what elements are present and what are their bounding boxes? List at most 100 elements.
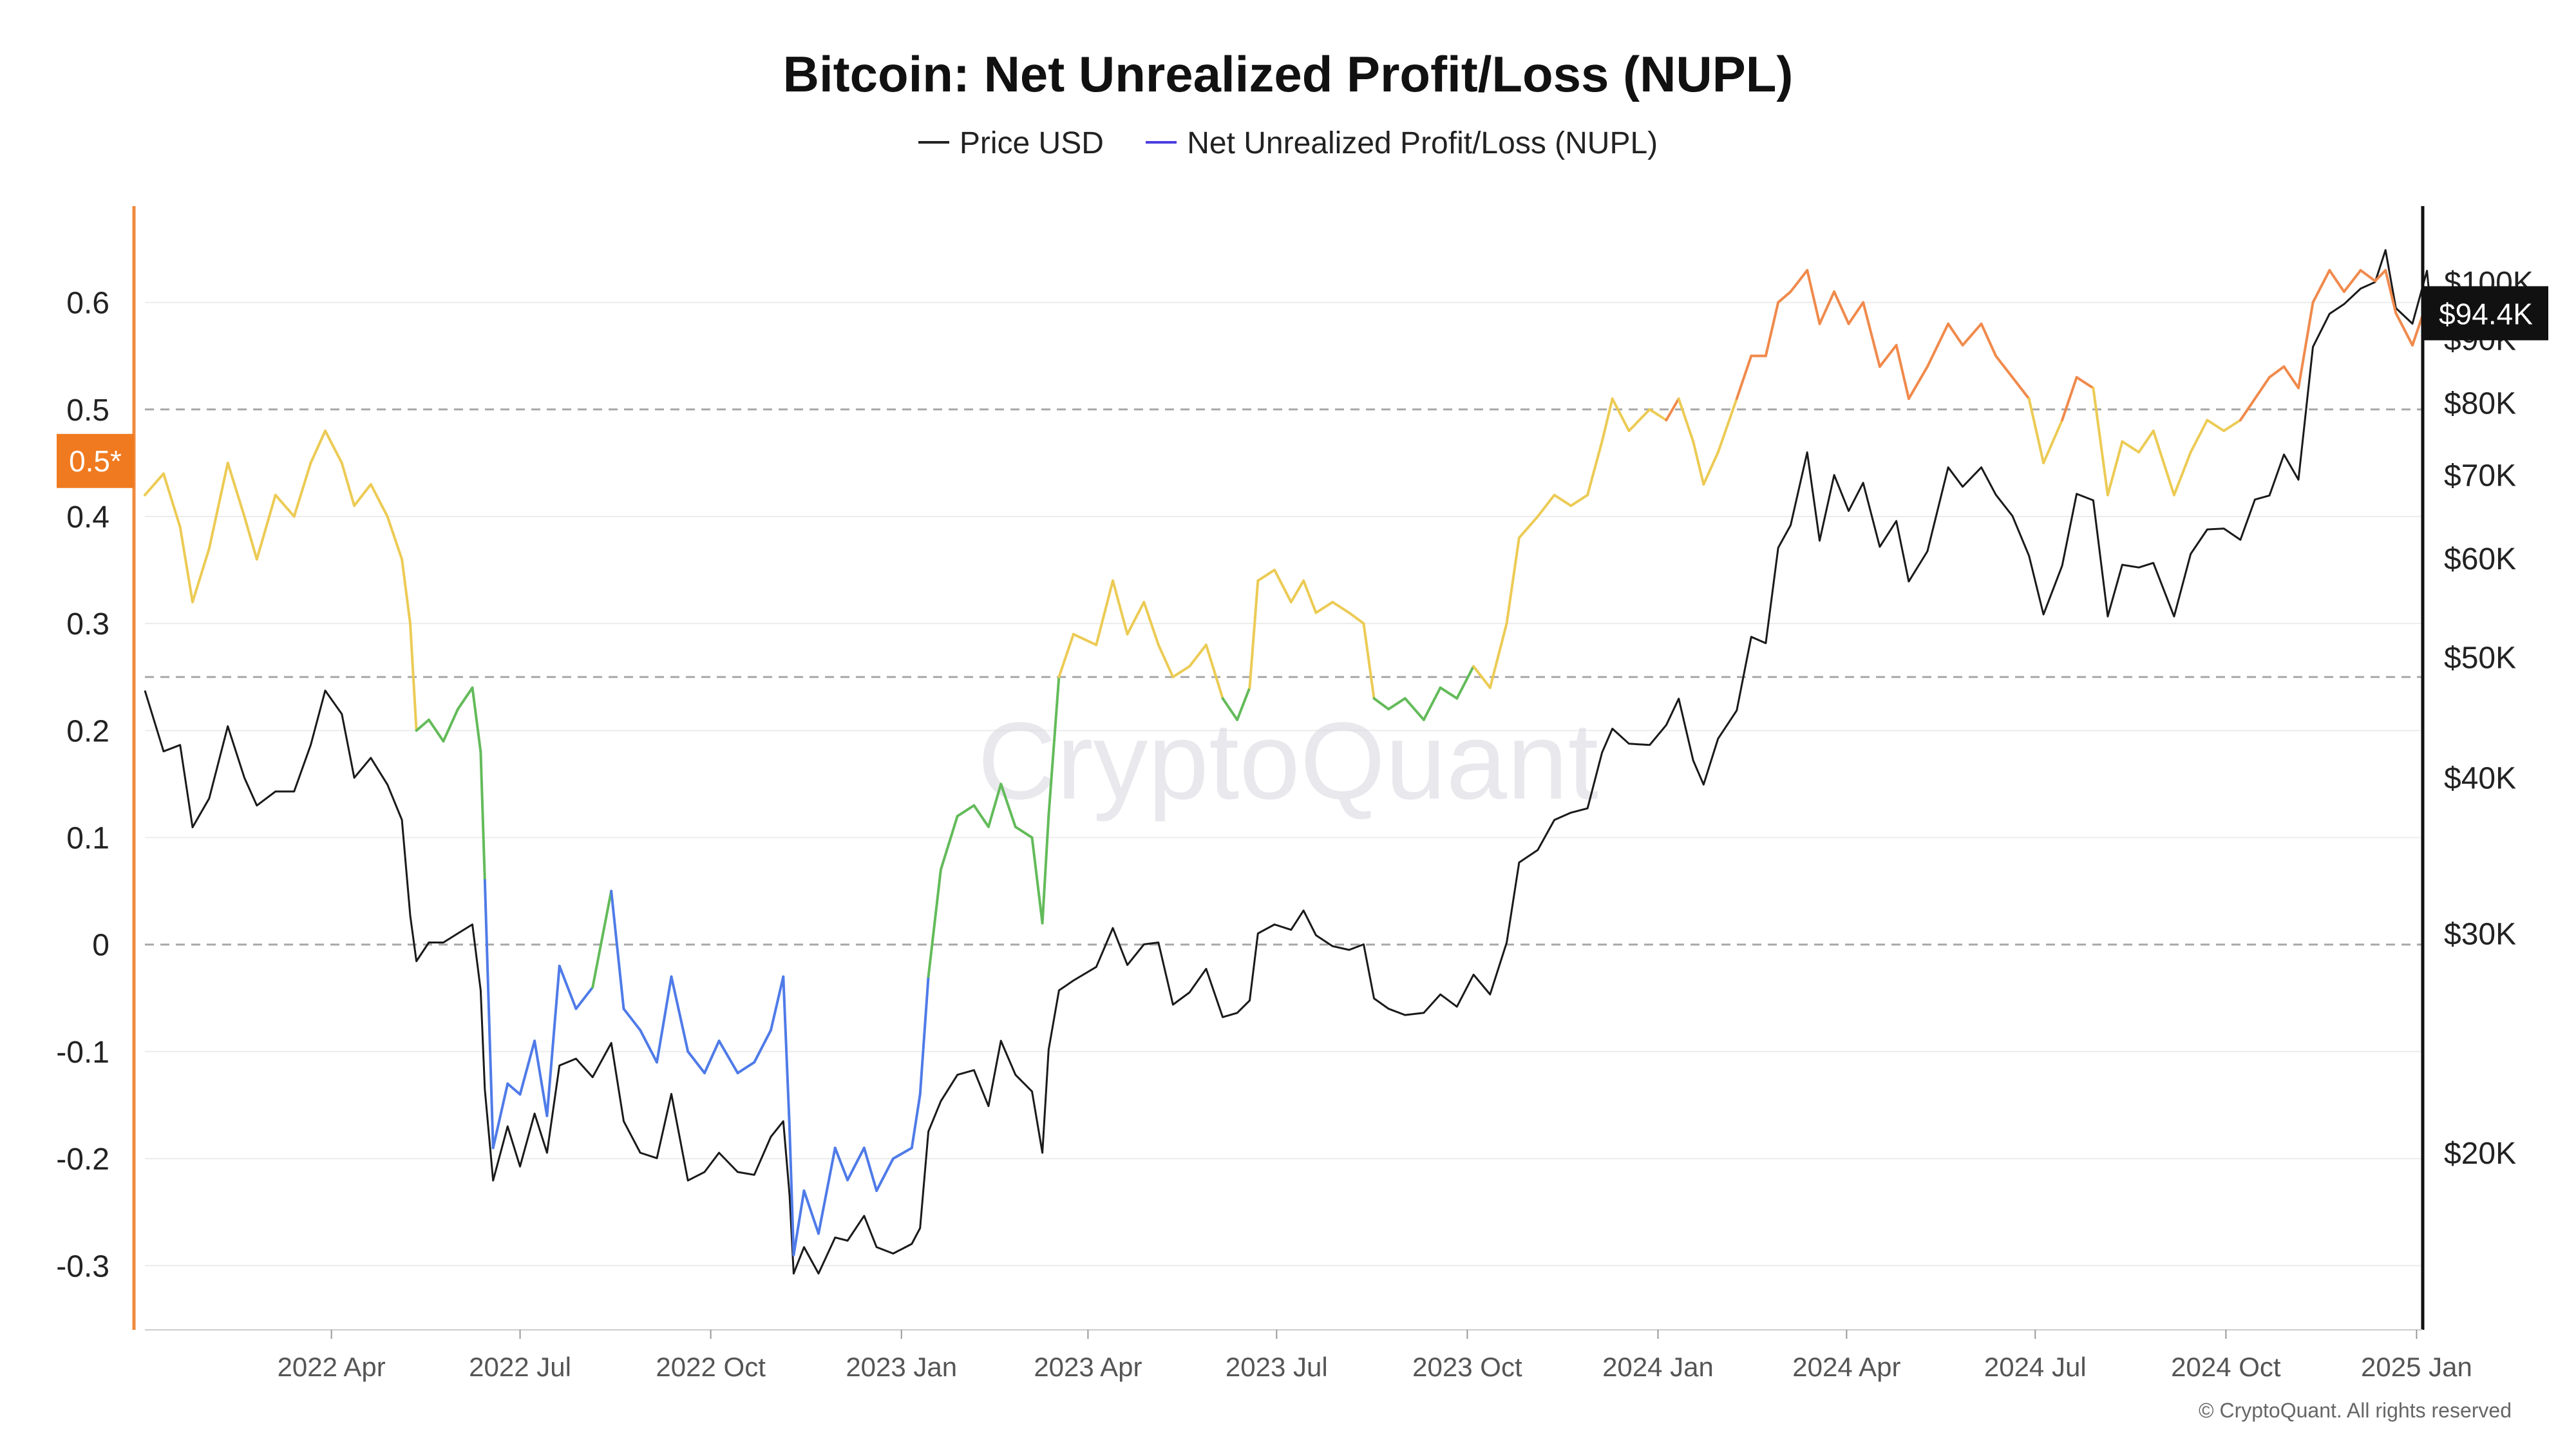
nupl-segment bbox=[1611, 397, 1631, 432]
nupl-segment bbox=[1439, 686, 1459, 700]
legend-item-price[interactable]: Price USD bbox=[918, 126, 1104, 161]
current-nupl-badge bbox=[57, 433, 134, 488]
left-tick-label: 0.4 bbox=[66, 500, 109, 535]
nupl-segment bbox=[1248, 579, 1260, 689]
nupl-segment bbox=[918, 975, 930, 1096]
nupl-segment bbox=[533, 1039, 549, 1117]
nupl-segment bbox=[1362, 622, 1376, 700]
nupl-segment bbox=[1517, 515, 1539, 540]
nupl-segment bbox=[1188, 643, 1208, 668]
x-tick-label: 2024 Jan bbox=[1602, 1352, 1714, 1382]
axis-layer: 0.60.50.40.30.20.10-0.1-0.2-0.3$100K$90K… bbox=[56, 206, 2533, 1382]
nupl-segment bbox=[1331, 600, 1350, 614]
nupl-segment bbox=[1126, 600, 1146, 636]
nupl-segment bbox=[545, 964, 561, 1117]
nupl-segment bbox=[1273, 569, 1293, 603]
nupl-segment bbox=[1387, 697, 1406, 711]
legend-label-price: Price USD bbox=[959, 126, 1104, 160]
nupl-series-layer bbox=[144, 269, 2432, 1256]
nupl-segment bbox=[1314, 600, 1334, 614]
nupl-segment bbox=[610, 889, 625, 1010]
marker-layer: 0.5* $94.4K bbox=[57, 286, 2548, 488]
nupl-segment bbox=[471, 686, 482, 753]
nupl-segment bbox=[1665, 397, 1680, 422]
nupl-segment bbox=[1600, 397, 1614, 443]
nupl-segment bbox=[1472, 665, 1492, 689]
nupl-segment bbox=[833, 1146, 849, 1182]
nupl-segment bbox=[622, 1007, 642, 1032]
x-tick-label: 2024 Jul bbox=[1984, 1352, 2087, 1382]
nupl-segment bbox=[1256, 569, 1276, 582]
nupl-segment bbox=[1057, 632, 1075, 679]
nupl-segment bbox=[226, 461, 246, 518]
nupl-segment bbox=[1895, 344, 1910, 401]
nupl-segment bbox=[506, 1082, 522, 1096]
nupl-segment bbox=[1878, 344, 1898, 368]
nupl-segment bbox=[999, 782, 1017, 828]
nupl-segment bbox=[1347, 611, 1365, 625]
nupl-segment bbox=[639, 1028, 658, 1064]
nupl-segment bbox=[891, 1146, 913, 1160]
nupl-segment bbox=[1236, 686, 1251, 721]
nupl-segment bbox=[1677, 397, 1695, 443]
nupl-segment bbox=[324, 430, 343, 464]
nupl-segment bbox=[1047, 676, 1061, 818]
nupl-segment bbox=[2206, 419, 2226, 432]
nupl-segment bbox=[717, 1039, 739, 1075]
nupl-segment bbox=[591, 889, 613, 989]
nupl-segment bbox=[2092, 386, 2109, 497]
nupl-segment bbox=[1204, 643, 1224, 700]
nupl-segment bbox=[792, 1189, 806, 1256]
nupl-segment bbox=[2137, 430, 2155, 454]
nupl-segment bbox=[456, 686, 474, 711]
nupl-segment bbox=[1847, 301, 1865, 325]
legend-item-nupl[interactable]: Net Unrealized Profit/Loss (NUPL) bbox=[1146, 126, 1658, 161]
nupl-segment bbox=[846, 1146, 866, 1182]
nupl-segment bbox=[1536, 493, 1556, 518]
watermark: CryptoQuant bbox=[978, 700, 1598, 822]
nupl-segment bbox=[144, 472, 165, 497]
nupl-segment bbox=[2328, 269, 2345, 293]
nupl-segment bbox=[2311, 269, 2331, 304]
chart-title: Bitcoin: Net Unrealized Profit/Loss (NUP… bbox=[782, 46, 1794, 102]
right-tick-label: $40K bbox=[2444, 762, 2516, 796]
right-tick-label: $20K bbox=[2444, 1137, 2516, 1171]
nupl-segment bbox=[927, 868, 942, 978]
nupl-segment bbox=[2239, 397, 2257, 422]
left-tick-label: 0.2 bbox=[66, 714, 109, 748]
nupl-segment bbox=[1171, 665, 1191, 679]
nupl-segment bbox=[703, 1039, 721, 1075]
nupl-segment bbox=[427, 718, 445, 743]
price-series-layer bbox=[144, 249, 2432, 1274]
nupl-segment bbox=[207, 461, 229, 550]
nupl-segment bbox=[574, 986, 594, 1010]
nupl-segment bbox=[956, 804, 976, 818]
nupl-segment bbox=[987, 782, 1003, 828]
nupl-segment bbox=[2152, 430, 2175, 497]
nupl-segment bbox=[2121, 440, 2141, 454]
nupl-segment bbox=[1112, 579, 1129, 636]
nupl-segment bbox=[2297, 301, 2315, 390]
nupl-segment bbox=[2075, 375, 2095, 390]
nupl-segment bbox=[1422, 686, 1442, 721]
nupl-segment bbox=[1907, 365, 1929, 401]
nupl-segment bbox=[1030, 836, 1044, 925]
nupl-segment bbox=[243, 515, 258, 561]
left-tick-label: -0.1 bbox=[56, 1036, 109, 1070]
current-price-label: $94.4K bbox=[2439, 297, 2533, 330]
nupl-segment bbox=[2268, 365, 2286, 379]
price-line bbox=[144, 249, 2432, 1274]
right-tick-label: $50K bbox=[2444, 641, 2516, 675]
nupl-segment bbox=[1926, 322, 1950, 368]
nupl-segment bbox=[518, 1039, 536, 1096]
nupl-segment bbox=[1702, 451, 1719, 486]
nupl-segment bbox=[769, 975, 785, 1032]
nupl-segment bbox=[2374, 269, 2387, 283]
nupl-segment bbox=[1648, 408, 1668, 422]
left-tick-label: 0.6 bbox=[66, 287, 109, 321]
nupl-segment bbox=[753, 1028, 772, 1064]
legend-label-nupl: Net Unrealized Profit/Loss (NUPL) bbox=[1187, 126, 1658, 160]
nupl-segment bbox=[191, 547, 211, 603]
nupl-segment bbox=[491, 1082, 509, 1150]
